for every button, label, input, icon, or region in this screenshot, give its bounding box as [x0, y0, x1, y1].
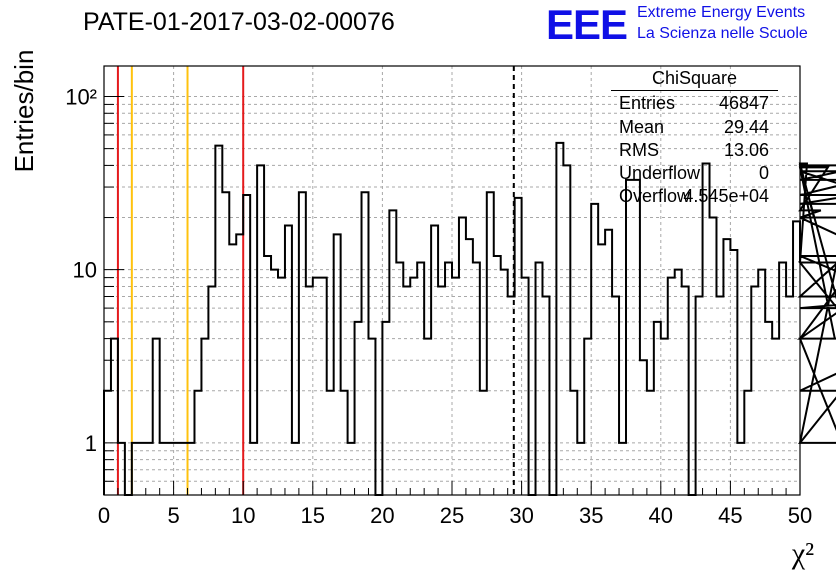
x-tick-label: 50 [788, 503, 812, 528]
logo-tagline-line2: La Scienza nelle Scuole [637, 25, 808, 42]
logo-tagline-line1: Extreme Energy Events [637, 4, 806, 21]
page-title: PATE-01-2017-03-02-00076 [83, 8, 395, 36]
x-tick-label: 15 [301, 503, 325, 528]
x-tick-label: 40 [649, 503, 673, 528]
tick-labels: 0 5 10 15 20 25 30 35 40 45 50 1 10 10² [65, 84, 812, 528]
x-tick-label: 20 [370, 503, 394, 528]
y-tick-label: 10² [65, 84, 97, 109]
stat-row-underflow: Underflow 0 [619, 163, 769, 185]
stat-label: Mean [619, 117, 665, 137]
grid [104, 66, 800, 495]
stat-row-overflow: Overflow 4.545e+04 [619, 186, 769, 208]
logo-tagline: Extreme Energy Events La Scienza nelle S… [637, 2, 808, 44]
stat-label: Overflow [619, 186, 691, 206]
stat-value: 0 [758, 163, 769, 183]
stat-row-entries: Entries 46847 [619, 93, 769, 115]
y-tick-label: 1 [85, 431, 97, 456]
stat-value: 4.545e+04 [683, 186, 769, 206]
y-tick-label: 10 [73, 258, 97, 283]
stat-value: 46847 [718, 93, 769, 113]
stats-title: ChiSquare [651, 68, 738, 88]
x-tick-label: 5 [167, 503, 179, 528]
stat-label: Entries [619, 93, 676, 113]
stats-divider [611, 90, 778, 91]
stat-value: 13.06 [723, 140, 769, 160]
x-tick-label: 0 [98, 503, 110, 528]
x-tick-label: 35 [579, 503, 603, 528]
reference-lines [116, 66, 515, 495]
stat-label: Underflow [619, 163, 701, 183]
stats-box: ChiSquare Entries 46847 Mean 29.44 RMS 1… [611, 66, 778, 209]
x-tick-label: 30 [509, 503, 533, 528]
stat-label: RMS [619, 140, 659, 160]
x-axis-label: χ² [791, 537, 814, 570]
stat-row-mean: Mean 29.44 [619, 117, 769, 139]
histogram-series [103, 141, 836, 496]
y-axis-label: Entries/bin [9, 50, 39, 173]
stat-value: 29.44 [723, 117, 769, 137]
x-tick-label: 10 [231, 503, 255, 528]
eee-logo: EEE [546, 1, 628, 48]
x-tick-label: 25 [440, 503, 464, 528]
axis-ticks [103, 95, 801, 496]
stat-row-rms: RMS 13.06 [619, 140, 769, 162]
x-tick-label: 45 [718, 503, 742, 528]
